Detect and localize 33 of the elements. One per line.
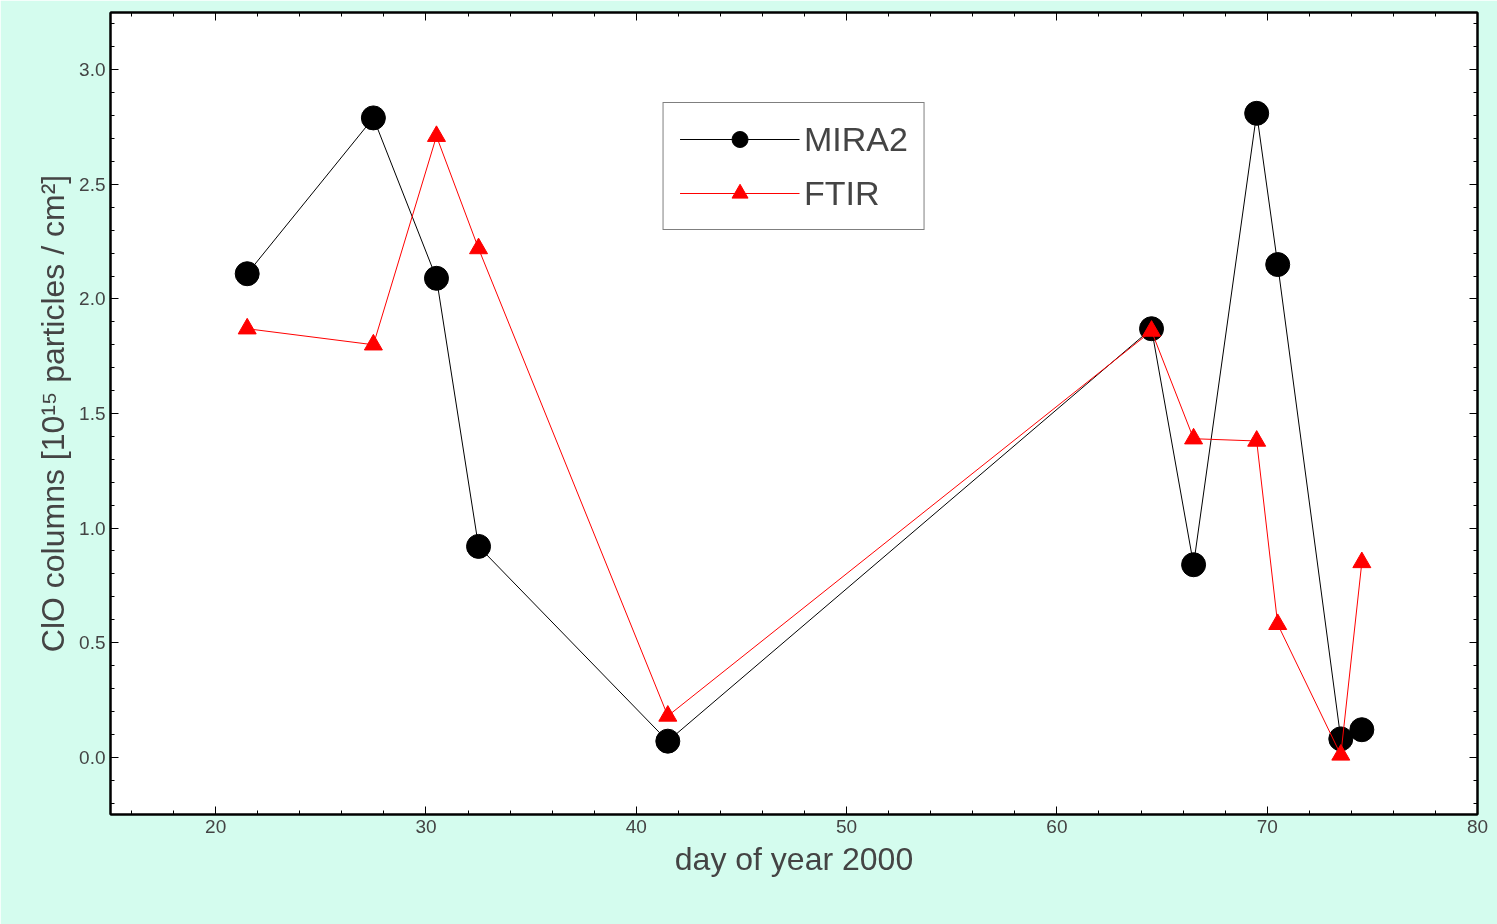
y-tick-label: 0.5 (79, 632, 106, 654)
point (1268, 613, 1288, 631)
y-tick-label: 0.0 (79, 746, 106, 768)
x-tick-label: 30 (415, 815, 437, 837)
x-tick-label: 60 (1046, 815, 1068, 837)
y-tick-label: 1.5 (79, 403, 106, 424)
x-tick-label: 40 (625, 815, 647, 837)
point (1352, 551, 1372, 569)
x-tick-label: 70 (1256, 815, 1278, 837)
point (1244, 100, 1270, 126)
y-axis-title: ClO columns [10¹⁵ particles / cm²] (35, 174, 72, 653)
point (1265, 252, 1291, 278)
x-tick-label: 80 (1466, 815, 1489, 837)
point (469, 237, 489, 255)
point (1331, 744, 1351, 761)
point (237, 317, 257, 335)
y-tick-label: 3.0 (79, 59, 106, 81)
y-tick-label: 2.0 (79, 288, 106, 310)
point (1184, 427, 1204, 445)
y-tick-label: 1.0 (79, 517, 106, 539)
point (1247, 430, 1267, 447)
point (423, 265, 449, 291)
y-tick-label: 2.5 (79, 173, 106, 195)
x-axis-title: day of year 2000 (674, 840, 914, 877)
point (360, 105, 386, 131)
point (234, 261, 260, 287)
x-tick-label: 50 (836, 815, 858, 837)
x-tick-label: 20 (205, 815, 227, 837)
point (466, 533, 492, 559)
point (363, 333, 383, 351)
legend-label: FTIR (804, 173, 880, 213)
point (658, 705, 678, 722)
legend-label: MIRA2 (804, 119, 908, 159)
